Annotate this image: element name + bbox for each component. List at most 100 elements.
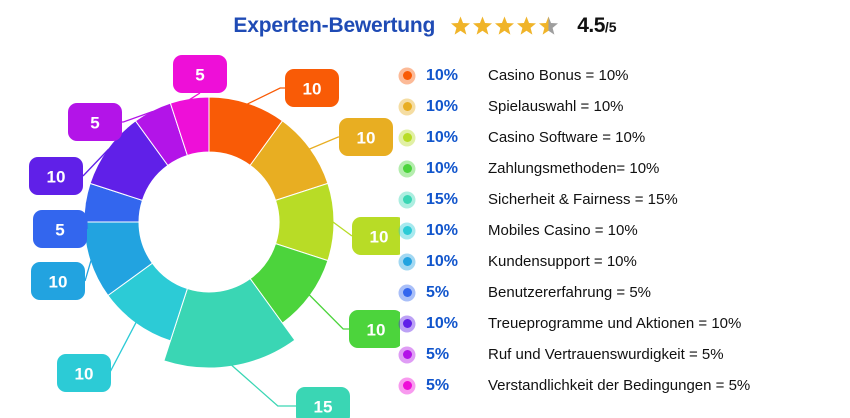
- rating-max: /5: [604, 19, 617, 35]
- legend-bullet-icon: [396, 96, 418, 118]
- legend-item[interactable]: 5% Benutzererfahrung = 5%: [396, 277, 848, 308]
- star-shape: [517, 16, 537, 35]
- rating-value: 4.5: [577, 14, 605, 37]
- callout-leader-line: [108, 322, 137, 374]
- callout-leader-line: [308, 294, 349, 330]
- star-shape: [495, 16, 515, 35]
- callout-leader-line: [82, 148, 110, 177]
- legend-bullet-core: [402, 102, 412, 111]
- callout-leader-line: [332, 221, 353, 237]
- legend-bullet-icon: [396, 65, 418, 87]
- legend-item[interactable]: 5% Ruf und Vertrauenswurdigkeit = 5%: [396, 339, 848, 370]
- legend-label: Casino Software = 10%: [488, 129, 646, 146]
- legend-bullet-icon: [396, 344, 418, 366]
- legend-bullet-core: [402, 350, 412, 359]
- legend-bullet-core: [402, 257, 412, 266]
- callout-leader-line: [189, 92, 201, 101]
- callout-label[interactable]: 5: [173, 55, 227, 93]
- legend-percent: 10%: [426, 159, 459, 177]
- legend-bullet-core: [402, 133, 412, 142]
- legend-item[interactable]: 5% Verstandlichkeit der Bedingungen = 5%: [396, 370, 848, 401]
- legend-item[interactable]: 10% Casino Software = 10%: [396, 122, 848, 153]
- callout-value: 15: [314, 398, 333, 417]
- callout-label[interactable]: 10: [349, 310, 400, 348]
- legend-bullet-core: [402, 226, 412, 235]
- rating-score: 4.5 /5: [577, 14, 616, 38]
- legend-label: Verstandlichkeit der Bedingungen = 5%: [488, 377, 751, 394]
- legend-percent: 5%: [426, 345, 450, 363]
- legend-percent: 10%: [426, 128, 459, 146]
- callout-label[interactable]: 15: [296, 387, 350, 418]
- legend-item[interactable]: 10% Casino Bonus = 10%: [396, 60, 848, 91]
- star-rating: [450, 16, 559, 37]
- callout-label[interactable]: 5: [33, 210, 87, 248]
- legend-item[interactable]: 15% Sicherheit & Fairness = 15%: [396, 184, 848, 215]
- star-shape: [473, 16, 493, 35]
- callout-label[interactable]: 10: [352, 217, 400, 255]
- legend-bullet-core: [402, 288, 412, 297]
- star-shape: [451, 16, 471, 35]
- legend-label: Sicherheit & Fairness = 15%: [488, 191, 678, 208]
- legend-item[interactable]: 10% Kundensupport = 10%: [396, 246, 848, 277]
- star-icon: [517, 16, 537, 35]
- callout-box: [57, 354, 111, 392]
- legend-bullet-icon: [396, 313, 418, 335]
- callout-value: 5: [90, 114, 99, 133]
- callout-value: 10: [367, 321, 386, 340]
- legend-percent: 5%: [426, 376, 450, 394]
- pie-slice[interactable]: [169, 96, 210, 157]
- callout-label[interactable]: 10: [339, 118, 393, 156]
- legend-item[interactable]: 10% Zahlungsmethoden= 10%: [396, 153, 848, 184]
- callout-label[interactable]: 5: [68, 103, 122, 141]
- legend-item[interactable]: 10% Mobiles Casino = 10%: [396, 215, 848, 246]
- legend-percent: 10%: [426, 252, 459, 270]
- legend-bullet-icon: [396, 127, 418, 149]
- callout-label[interactable]: 10: [31, 262, 85, 300]
- callout-leader-line: [231, 364, 296, 407]
- star-icon: [473, 16, 493, 35]
- legend-bullet-icon: [396, 251, 418, 273]
- star-icon: [495, 16, 515, 35]
- legend-label: Treueprogramme und Aktionen = 10%: [488, 315, 742, 332]
- callout-leader-line: [309, 136, 339, 150]
- legend-bullet-icon: [396, 282, 418, 304]
- legend-label: Benutzererfahrung = 5%: [488, 284, 652, 301]
- legend-bullet-icon: [396, 220, 418, 242]
- legend-label: Mobiles Casino = 10%: [488, 222, 638, 239]
- callout-value: 10: [49, 273, 68, 292]
- callout-value: 5: [55, 221, 64, 240]
- legend-label: Ruf und Vertrauenswurdigkeit = 5%: [488, 346, 724, 363]
- callout-value: 5: [195, 66, 204, 85]
- callout-label[interactable]: 10: [57, 354, 111, 392]
- legend-bullet-core: [402, 71, 412, 80]
- callout-leader-line: [84, 260, 92, 282]
- legend-percent: 15%: [426, 190, 459, 208]
- legend-bullet-core: [402, 164, 412, 173]
- legend-bullet-core: [402, 195, 412, 204]
- callout-box: [173, 55, 227, 93]
- widget-header: Experten-Bewertung 4.5 /5: [0, 10, 850, 42]
- callout-leader-line: [122, 110, 153, 123]
- callout-box: [31, 262, 85, 300]
- chart-legend: 10% Casino Bonus = 10% 10% Spielauswahl = 1…: [396, 60, 848, 401]
- callout-label[interactable]: 10: [285, 69, 339, 107]
- legend-label: Zahlungsmethoden= 10%: [488, 160, 660, 177]
- callout-box: [29, 157, 83, 195]
- legend-item[interactable]: 10% Treueprogramme und Aktionen = 10%: [396, 308, 848, 339]
- callout-value: 10: [303, 80, 322, 99]
- donut-chart: 10 10 10 10 15 10 10 5 10 5 5: [0, 22, 400, 418]
- callout-label[interactable]: 10: [29, 157, 83, 195]
- callout-box: [339, 118, 393, 156]
- pie-slice[interactable]: [163, 277, 296, 369]
- legend-bullet-icon: [396, 189, 418, 211]
- callout-box: [285, 69, 339, 107]
- legend-label: Spielauswahl = 10%: [488, 98, 624, 115]
- legend-item[interactable]: 10% Spielauswahl = 10%: [396, 91, 848, 122]
- star-icon: [451, 16, 471, 35]
- callout-box: [349, 310, 400, 348]
- legend-percent: 10%: [426, 314, 459, 332]
- legend-label: Kundensupport = 10%: [488, 253, 637, 270]
- page-title: Experten-Bewertung: [233, 14, 436, 37]
- callout-box: [68, 103, 122, 141]
- legend-bullet-core: [402, 381, 412, 390]
